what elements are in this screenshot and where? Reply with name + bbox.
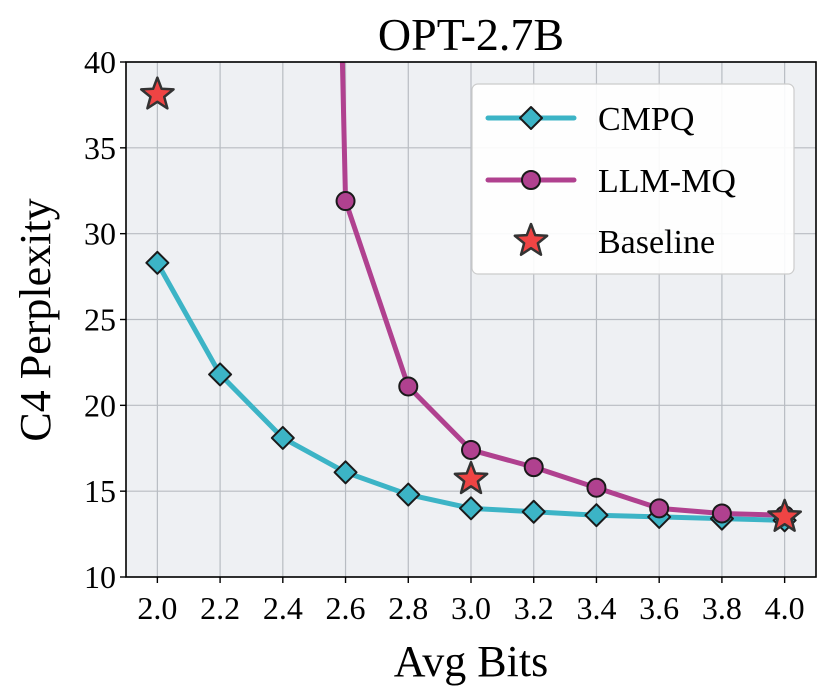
llm-mq-point: [649, 498, 670, 519]
cmpq-point: [396, 482, 421, 507]
x-tick-label: 3.6: [639, 590, 679, 626]
x-tick-label: 2.2: [200, 590, 240, 626]
legend: CMPQ LLM-MQ Baseline: [471, 83, 795, 275]
x-tick-label: 2.4: [263, 590, 303, 626]
y-tick-label: 25: [84, 302, 116, 338]
x-tick-label: 2.8: [388, 590, 428, 626]
y-tick-label: 15: [84, 473, 116, 509]
cmpq-point: [521, 499, 546, 524]
llm-mq-point: [711, 503, 732, 524]
x-tick-label: 3.2: [514, 590, 554, 626]
chart-title: OPT-2.7B: [378, 9, 564, 60]
legend-baseline-marker: [513, 222, 549, 256]
legend-llm-mq-marker: [521, 170, 541, 190]
legend-box: [471, 83, 795, 275]
legend-cmpq-marker: [519, 106, 543, 130]
x-tick-label: 2.0: [137, 590, 177, 626]
y-tick-label: 40: [84, 44, 116, 80]
cmpq-point: [459, 496, 483, 521]
y-tick-label: 10: [84, 559, 116, 595]
baseline-point: [453, 460, 489, 495]
x-tick-label: 4.0: [765, 590, 805, 626]
x-tick-label: 3.8: [702, 590, 742, 626]
legend-cmpq-label: CMPQ: [598, 101, 694, 138]
markers-layer: [139, 76, 803, 533]
y-tick-label: 20: [84, 387, 116, 423]
y-axis-label: C4 Perplexity: [11, 198, 60, 441]
x-tick-label: 3.0: [451, 590, 491, 626]
llm-mq-point: [586, 477, 607, 498]
llm-mq-point: [461, 439, 481, 460]
cmpq-point: [208, 362, 233, 387]
cmpq-point: [145, 250, 170, 275]
y-tick-label: 30: [84, 216, 116, 252]
cmpq-point: [333, 460, 358, 485]
llm-mq-point: [335, 191, 356, 212]
llm-mq-point: [398, 376, 419, 397]
x-tick-label: 3.4: [576, 590, 616, 626]
llm-mq-point: [523, 457, 544, 478]
ticks: 2.0 2.2 2.4 2.6 2.8 3.0 3.2 3.4 3.6 3.8 4.0 10 15 20 2…: [84, 44, 805, 626]
y-tick-label: 35: [84, 130, 116, 166]
baseline-point: [139, 76, 175, 110]
legend-llm-mq-label: LLM-MQ: [598, 163, 736, 200]
legend-baseline-label: Baseline: [598, 224, 715, 261]
cmpq-point: [584, 503, 609, 528]
x-axis-label: Avg Bits: [394, 637, 548, 686]
x-tick-label: 2.6: [326, 590, 366, 626]
cmpq-point: [270, 425, 295, 450]
baseline-point: [767, 498, 803, 532]
